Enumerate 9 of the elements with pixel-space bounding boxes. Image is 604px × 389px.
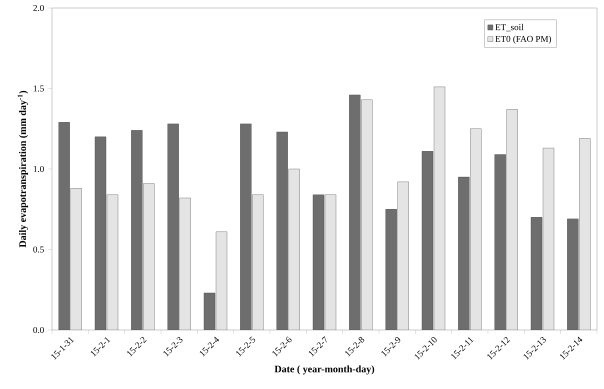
y-axis-title: Daily evapotranspiration (mm day$^{-1}$) [18,90,28,248]
y-tick-label: 2.0 [33,4,44,12]
legend-label: ET_soil [495,24,524,32]
y-tick-label: 0.5 [33,246,44,253]
y-tick-label: 1.5 [34,85,44,92]
y-tick-label: 1.0 [34,166,44,172]
y-tick-label: 0.0 [33,326,44,334]
legend-label: ET0 (FAO PM) [495,36,552,44]
x-axis-title: Date ( year-month-day) [274,365,374,374]
